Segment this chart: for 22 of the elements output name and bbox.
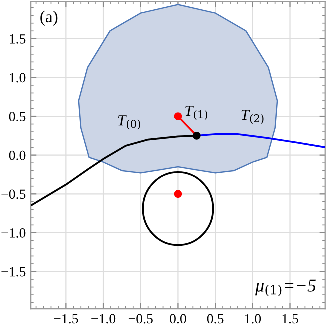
y-tick-label: −1.5 xyxy=(2,267,26,277)
y-tick-label: 0.5 xyxy=(9,112,26,122)
annotation: T$_{(1)}$ xyxy=(186,106,208,120)
y-tick-label: −0.5 xyxy=(2,190,26,200)
x-tick-label: 0.0 xyxy=(170,314,186,324)
y-tick-label: 1.5 xyxy=(10,34,26,44)
x-tick-label: −1.0 xyxy=(92,314,116,324)
x-tick-label: −0.5 xyxy=(128,314,153,324)
x-tick-label: 0.5 xyxy=(207,314,224,324)
x-tick-label: 1.0 xyxy=(245,314,262,324)
y-tick-label: −1.0 xyxy=(2,228,26,238)
annotation: (a) xyxy=(40,10,58,26)
point xyxy=(174,190,182,198)
annotation: T$_{(2)}$ xyxy=(242,110,264,124)
x-tick-label: −1.5 xyxy=(54,314,78,324)
annotation: T$_{(0)}$ xyxy=(118,116,140,130)
x-tick-label: 1.5 xyxy=(282,314,298,324)
y-tick-label: 0.0 xyxy=(9,150,26,160)
annotation: μ$_{(1)}$=−5 xyxy=(255,280,316,297)
y-tick-label: 1.0 xyxy=(10,73,26,83)
point xyxy=(174,112,182,120)
point xyxy=(192,132,201,140)
